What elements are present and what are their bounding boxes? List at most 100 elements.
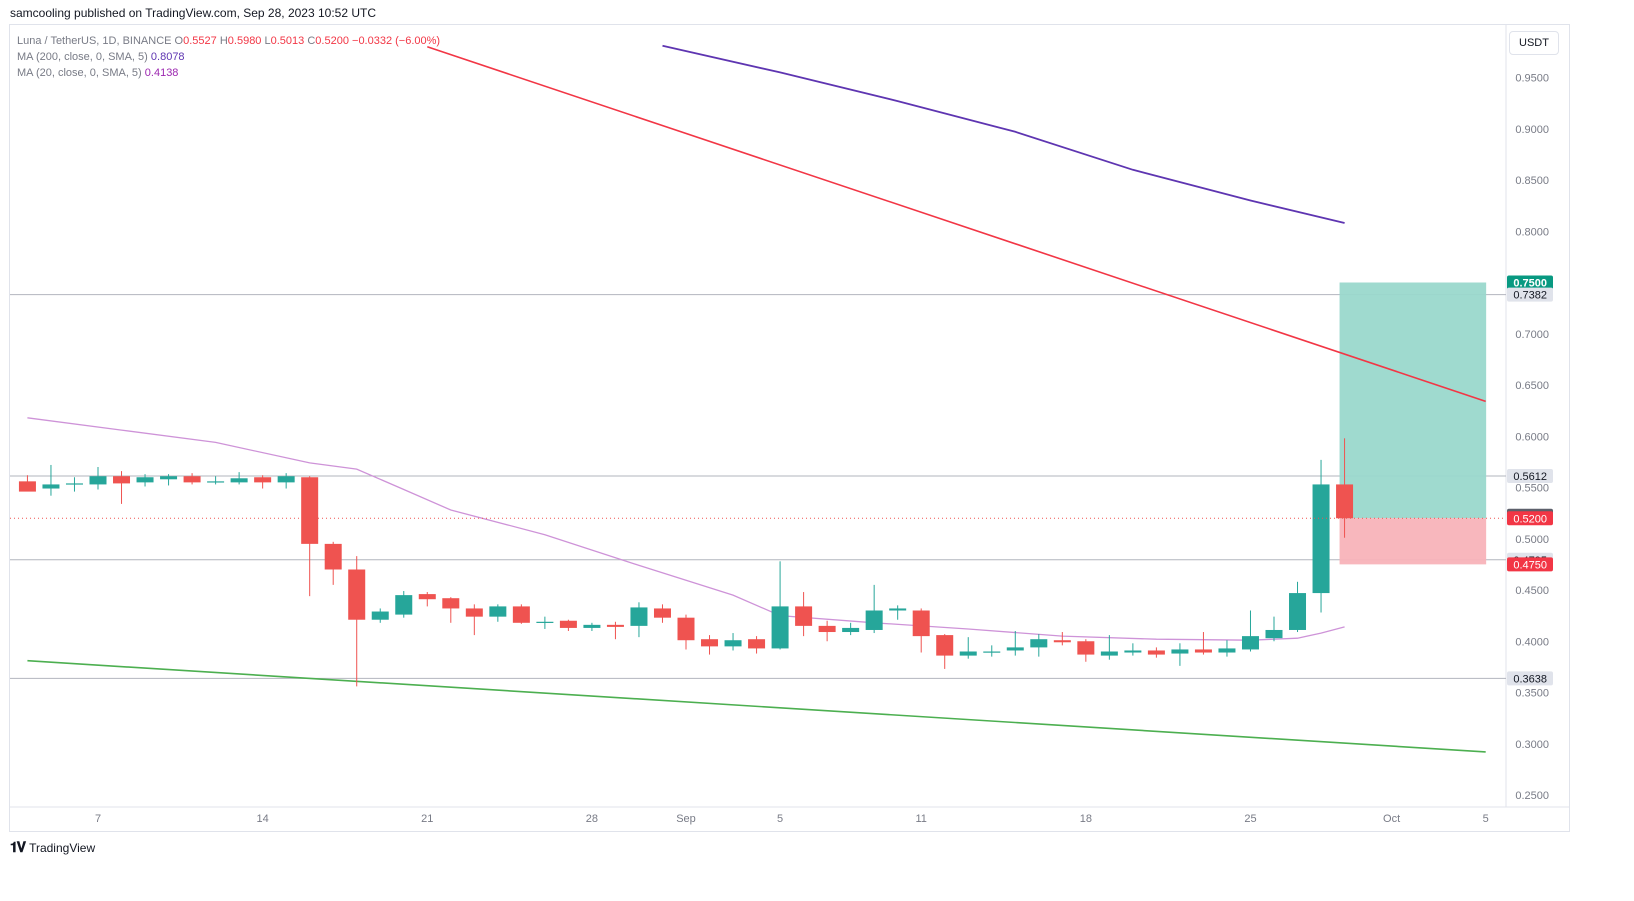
price-badges: 0.75000.73820.56120.52250.52000.47950.47… [1507, 275, 1553, 686]
price-badge-label: 0.7382 [1513, 290, 1547, 302]
candle [1289, 581, 1307, 633]
candle-body [324, 543, 342, 570]
candle [254, 475, 272, 489]
price-badge: 0.5612 [1507, 469, 1553, 484]
legend-close-value: 0.5200 [315, 35, 349, 47]
price-tick-label: 0.5500 [1515, 483, 1549, 495]
candle-body [653, 608, 671, 618]
candle-body [724, 640, 742, 647]
candle-body [1006, 647, 1024, 651]
candle-body [536, 621, 554, 623]
legend-low-value: 0.5013 [270, 35, 305, 47]
candle [748, 636, 766, 654]
candle-body [277, 476, 295, 483]
price-badge-bg [1507, 275, 1553, 290]
plot-area[interactable] [10, 44, 1506, 753]
time-axis[interactable]: 7 14 21 28 Sep 5 11 18 25 Oct 5 [95, 813, 1489, 825]
candle-body [630, 607, 648, 626]
candle-body [606, 624, 624, 627]
legend-symbol: Luna / TetherUS, 1D, BINANCE [17, 35, 172, 47]
candle [1312, 459, 1330, 613]
price-badge: 0.7500 [1507, 275, 1553, 290]
candle-body [559, 620, 577, 628]
candle-body [65, 483, 83, 485]
price-badge-label: 0.7500 [1513, 278, 1547, 290]
candle-body [1194, 649, 1212, 653]
candle [536, 616, 554, 629]
red-trendline [427, 45, 1486, 403]
candle-body [371, 611, 389, 620]
candle [771, 561, 789, 650]
legend-open-label: O [174, 35, 184, 47]
candle-body [230, 478, 248, 483]
legend-ma200-row: MA (200, close, 0, SMA, 5) 0.8078 [17, 49, 440, 65]
candle-body [183, 476, 201, 483]
candle [324, 541, 342, 585]
candle-body [1265, 629, 1283, 639]
price-badge-bg [1507, 671, 1553, 686]
ma20-line [27, 417, 1345, 641]
candle [348, 556, 366, 687]
candle-body [701, 639, 719, 647]
candle-body [113, 476, 131, 484]
candle-body [348, 569, 366, 620]
candle [371, 608, 389, 623]
candle [653, 604, 671, 623]
price-badge: 0.4750 [1507, 557, 1553, 572]
price-badge-label: 0.4750 [1513, 559, 1547, 571]
price-tick-label: 0.4500 [1515, 585, 1549, 597]
candle-body [1218, 648, 1236, 653]
candle-body [301, 477, 319, 544]
candle-body [1124, 650, 1142, 653]
legend-high-value: 0.5980 [227, 35, 262, 47]
footer-logo[interactable]: 𝟏𝐕 TradingView [10, 839, 95, 856]
price-badge: 0.3638 [1507, 671, 1553, 686]
candle [983, 645, 1001, 657]
price-badge-bg [1507, 287, 1553, 302]
candle-body [842, 627, 860, 633]
currency-button[interactable]: USDT [1509, 31, 1559, 55]
candle-body [959, 651, 977, 656]
candle [889, 605, 907, 620]
candle [559, 619, 577, 631]
candle [1124, 643, 1142, 656]
candle-body [1077, 641, 1095, 655]
price-tick-label: 0.8500 [1515, 175, 1549, 187]
legend-symbol-row: Luna / TetherUS, 1D, BINANCE O0.5527 H0.… [17, 33, 440, 49]
legend-high-label: H [219, 35, 228, 47]
candle-body [489, 606, 507, 617]
price-tick-label: 0.9500 [1515, 73, 1549, 85]
candle [630, 602, 648, 638]
stop-loss-zone [1339, 518, 1487, 565]
candle-body [748, 639, 766, 649]
candle-body [1289, 593, 1307, 630]
candle [113, 471, 131, 504]
candle [301, 476, 319, 597]
legend-close-label: C [307, 35, 316, 47]
candle-body [1171, 649, 1189, 654]
candle [1336, 438, 1354, 538]
price-tick-label: 0.7000 [1515, 329, 1549, 341]
price-tick-label: 0.5000 [1515, 534, 1549, 546]
candle-body [1336, 484, 1354, 519]
candle-body [160, 476, 178, 480]
price-badge-bg [1507, 557, 1553, 572]
candle [42, 464, 60, 496]
candle [1241, 610, 1259, 652]
candle [959, 637, 977, 659]
candle [818, 620, 836, 642]
candle-body [89, 476, 107, 485]
candle-body [912, 610, 930, 637]
candle-body [983, 651, 1001, 653]
candle-body [136, 477, 154, 483]
candle-body [465, 608, 483, 617]
price-axis[interactable]: 0.9500 0.9000 0.8500 0.8000 0.7500 0.7000 0.65… [1515, 73, 1549, 803]
legend-ma20-row: MA (20, close, 0, SMA, 5) 0.4138 [17, 65, 440, 81]
candle [1265, 616, 1283, 642]
price-tick-label: 0.8000 [1515, 226, 1549, 238]
price-badge: 0.5200 [1507, 511, 1553, 526]
candle [1147, 647, 1165, 658]
candle [183, 473, 201, 485]
price-badge-label: 0.5200 [1513, 513, 1547, 525]
